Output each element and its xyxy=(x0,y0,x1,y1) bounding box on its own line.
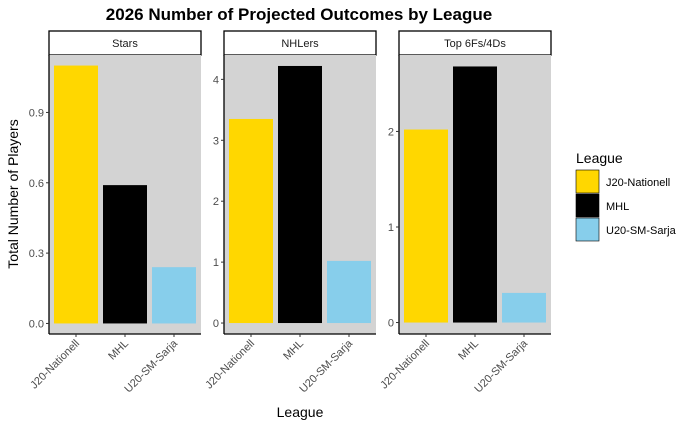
facet-strip xyxy=(48,30,202,56)
x-axis-title: League xyxy=(277,404,324,420)
y-tick-label: 0 xyxy=(213,318,219,330)
y-tick-label: 3 xyxy=(213,135,219,147)
legend: League J20-Nationell MHL U20-SM-Sarja xyxy=(575,150,677,242)
bar-stars-u20-sm-sarja xyxy=(152,267,196,324)
x-tick-label: U20-SM-Sarja xyxy=(122,337,180,395)
y-tick-label: 2 xyxy=(388,126,394,138)
legend-label: J20-Nationell xyxy=(606,177,670,189)
bar-stars-j20-nationell xyxy=(54,65,98,324)
facet-strip-label: Stars xyxy=(112,38,138,50)
facet-strip xyxy=(223,30,377,56)
x-tick-label: MHL xyxy=(281,338,306,363)
x-tick-label: MHL xyxy=(456,338,481,363)
legend-item-j20-nationell: J20-Nationell xyxy=(575,169,670,194)
x-tick-label: U20-SM-Sarja xyxy=(472,337,530,395)
bar-top-6fs-4ds-mhl xyxy=(453,66,497,323)
bar-nhlers-j20-nationell xyxy=(229,118,273,324)
y-tick-label: 4 xyxy=(213,74,219,86)
y-axis-title: Total Number of Players xyxy=(5,119,21,268)
x-tick-label: U20-SM-Sarja xyxy=(297,337,355,395)
x-tick-label: J20-Nationell xyxy=(28,338,82,392)
bar-nhlers-mhl xyxy=(278,65,322,324)
y-tick-label: 1 xyxy=(388,222,394,234)
bar-stars-mhl xyxy=(103,185,147,324)
facet-strip-label: Top 6Fs/4Ds xyxy=(444,38,506,50)
y-tick-label: 0.9 xyxy=(29,107,44,119)
y-tick-label: 0 xyxy=(388,318,394,330)
legend-key xyxy=(575,217,600,242)
facet-top-6fs-4ds: Top 6Fs/4Ds 0 1 2 J20-Nationell MHLU20-SM-Sar… xyxy=(378,30,552,395)
x-tick-label: J20-Nationell xyxy=(203,338,257,392)
legend-label: U20-SM-Sarja xyxy=(606,225,677,237)
legend-item-u20-sm-sarja: U20-SM-Sarja xyxy=(575,217,677,242)
y-tick-label: 0.0 xyxy=(29,318,44,330)
x-tick-label: J20-Nationell xyxy=(378,338,432,392)
bar-nhlers-u20-sm-sarja xyxy=(327,260,371,324)
chart-title: 2026 Number of Projected Outcomes by Lea… xyxy=(106,5,492,24)
y-tick-label: 2 xyxy=(213,196,219,208)
y-tick-label: 0.3 xyxy=(29,248,44,260)
y-tick-label: 0.6 xyxy=(29,178,44,190)
legend-label: MHL xyxy=(606,201,629,213)
legend-key xyxy=(575,193,600,218)
facet-stars: Stars 0.0 0.3 0.6 0.9 J20-Nationell MHLU20-SM-… xyxy=(28,30,202,395)
bar-top-6fs-4ds-u20-sm-sarja xyxy=(502,292,546,323)
y-tick-label: 1 xyxy=(213,257,219,269)
facet-strip-label: NHLers xyxy=(281,38,319,50)
x-tick-label: MHL xyxy=(106,338,131,363)
legend-title: League xyxy=(576,150,623,166)
bar-top-6fs-4ds-j20-nationell xyxy=(404,129,448,323)
legend-key xyxy=(575,169,600,194)
legend-item-mhl: MHL xyxy=(575,193,629,218)
